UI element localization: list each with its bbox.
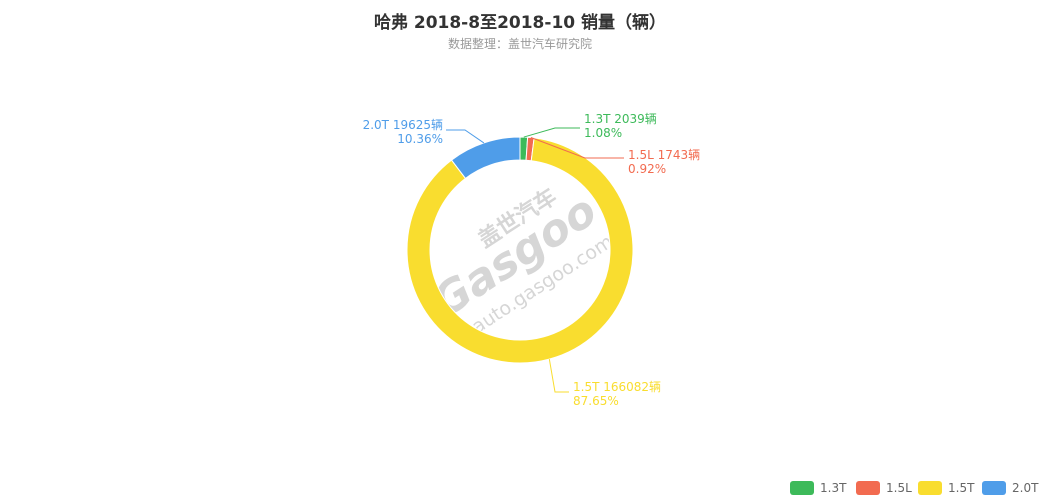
legend-label-2.0T: 2.0T	[1012, 481, 1039, 495]
leader-line-2.0T	[446, 129, 485, 144]
chart-title: 哈弗 2018-8至2018-10 销量（辆）	[373, 13, 667, 33]
legend-item-1.5T[interactable]: 1.5T	[918, 481, 974, 495]
legend-label-1.5L: 1.5L	[886, 481, 912, 495]
data-label-1.3T: 1.3T 2039辆	[584, 112, 657, 126]
leader-line-1.5T	[548, 359, 569, 393]
legend-item-1.5L[interactable]: 1.5L	[856, 481, 912, 495]
percent-label-1.5L: 0.92%	[628, 162, 666, 176]
leader-line-1.3T	[523, 127, 580, 138]
legend-swatch-1.3T	[790, 481, 814, 495]
slice-2.0T[interactable]	[450, 136, 521, 180]
legend-label-1.5T: 1.5T	[948, 481, 975, 495]
legend-item-2.0T[interactable]: 2.0T	[982, 481, 1038, 495]
percent-label-1.3T: 1.08%	[584, 126, 622, 140]
legend-item-1.3T[interactable]: 1.3T	[790, 481, 846, 495]
legend-swatch-1.5T	[918, 481, 942, 495]
slice-1.5T[interactable]	[406, 137, 634, 364]
percent-label-2.0T: 10.36%	[397, 132, 443, 146]
legend-label-1.3T: 1.3T	[820, 481, 847, 495]
legend-swatch-1.5L	[856, 481, 880, 495]
donut-chart: 盖世汽车 Gasgoo auto.gasgoo.com 1.3T 2039辆1.…	[363, 112, 701, 408]
leader-line-1.5L	[530, 137, 624, 159]
chart-subtitle: 数据整理：盖世汽车研究院	[447, 37, 592, 51]
percent-label-1.5T: 87.65%	[573, 394, 619, 408]
legend-swatch-2.0T	[982, 481, 1006, 495]
data-label-1.5L: 1.5L 1743辆	[628, 148, 700, 162]
data-label-1.5T: 1.5T 166082辆	[573, 380, 661, 394]
data-label-2.0T: 2.0T 19625辆	[363, 118, 443, 132]
